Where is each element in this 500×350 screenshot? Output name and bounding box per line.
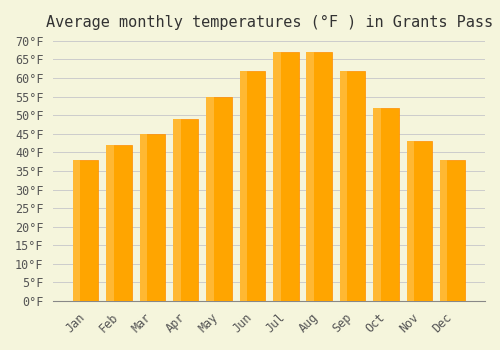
Bar: [210, 97, 232, 301]
Bar: [373, 108, 380, 301]
Bar: [273, 52, 280, 301]
Bar: [340, 71, 347, 301]
Bar: [173, 119, 180, 301]
Bar: [73, 160, 80, 301]
Bar: [176, 119, 199, 301]
Bar: [277, 52, 298, 301]
Bar: [377, 108, 398, 301]
Bar: [110, 145, 132, 301]
Bar: [306, 52, 314, 301]
Bar: [144, 134, 165, 301]
Bar: [344, 71, 365, 301]
Bar: [244, 71, 265, 301]
Title: Average monthly temperatures (°F ) in Grants Pass: Average monthly temperatures (°F ) in Gr…: [46, 15, 492, 30]
Bar: [206, 97, 214, 301]
Bar: [310, 52, 332, 301]
Bar: [406, 141, 414, 301]
Bar: [444, 160, 466, 301]
Bar: [410, 141, 432, 301]
Bar: [240, 71, 248, 301]
Bar: [76, 160, 98, 301]
Bar: [440, 160, 448, 301]
Bar: [140, 134, 147, 301]
Bar: [106, 145, 114, 301]
